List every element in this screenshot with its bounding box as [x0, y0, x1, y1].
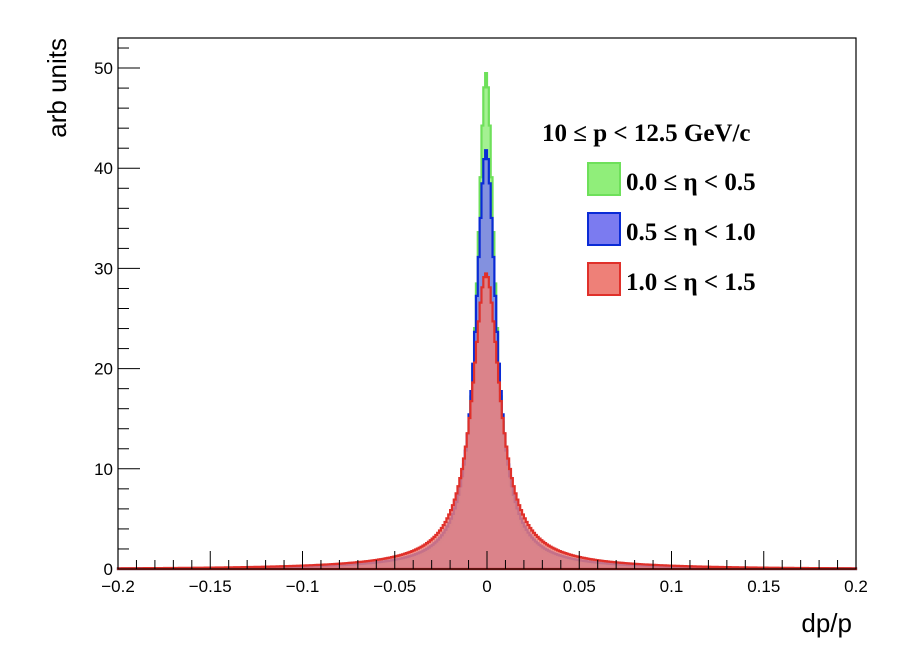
y-tick-label: 50 — [94, 59, 113, 78]
legend-swatch-series-3 — [587, 262, 621, 296]
x-tick-label: 0.15 — [747, 577, 780, 596]
y-tick-label: 30 — [94, 259, 113, 278]
y-axis: 0 10 20 30 40 50 — [94, 47, 140, 579]
x-axis: −0.2 −0.15 −0.1 −0.05 0 0.05 0.1 0.15 0.2 — [101, 551, 868, 596]
x-tick-label: −0.1 — [286, 577, 320, 596]
legend-swatch-series-2 — [587, 212, 621, 246]
y-tick-label: 0 — [104, 560, 113, 579]
x-tick-label: 0.05 — [563, 577, 596, 596]
histogram-series-layer — [116, 71, 858, 571]
x-tick-label: −0.05 — [373, 577, 416, 596]
legend-label-series-1: 0.0 ≤ η < 0.5 — [626, 169, 756, 196]
y-axis-title: arb units — [42, 38, 72, 138]
legend-header: 10 ≤ p < 12.5 GeV/c — [542, 120, 751, 147]
x-tick-label: 0.1 — [660, 577, 684, 596]
x-tick-label: −0.2 — [101, 577, 135, 596]
x-axis-title: dp/p — [801, 608, 852, 638]
legend-label-series-3: 1.0 ≤ η < 1.5 — [626, 269, 756, 296]
legend: 10 ≤ p < 12.5 GeV/c 0.0 ≤ η < 0.5 0.5 ≤ … — [542, 120, 756, 296]
x-tick-label: −0.15 — [189, 577, 232, 596]
histogram-series-3 — [116, 272, 858, 571]
legend-swatch-series-1 — [587, 162, 621, 196]
x-tick-label: 0.2 — [844, 577, 868, 596]
y-tick-label: 20 — [94, 360, 113, 379]
y-tick-label: 40 — [94, 159, 113, 178]
x-tick-label: 0 — [482, 577, 491, 596]
legend-label-series-2: 0.5 ≤ η < 1.0 — [626, 219, 756, 246]
y-tick-label: 10 — [94, 460, 113, 479]
